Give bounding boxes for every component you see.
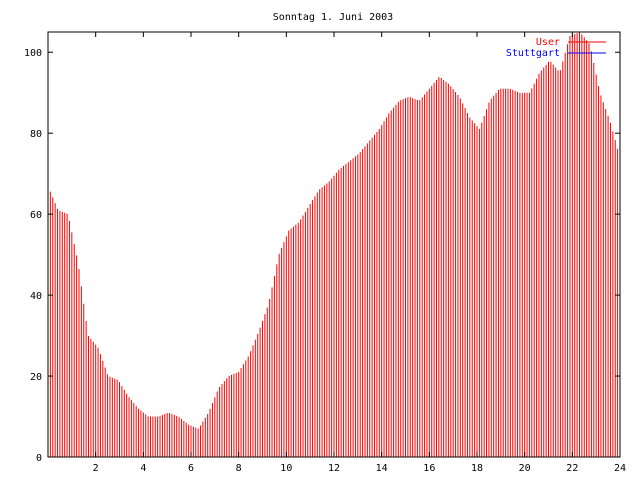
x-tick-label: 12	[328, 463, 340, 474]
y-tick-label: 40	[30, 291, 42, 302]
x-tick-label: 6	[188, 463, 194, 474]
x-tick-label: 24	[614, 463, 626, 474]
x-tick-label: 8	[236, 463, 242, 474]
bars-layer	[47, 32, 621, 457]
x-tick-label: 10	[280, 463, 292, 474]
x-tick-label: 22	[566, 463, 578, 474]
chart-title: Sonntag 1. Juni 2003	[273, 12, 393, 23]
y-tick-label: 100	[24, 48, 42, 59]
legend-label: User	[536, 37, 560, 48]
y-tick-label: 20	[30, 372, 42, 383]
x-tick-label: 4	[140, 463, 146, 474]
x-tick-label: 14	[376, 463, 388, 474]
y-tick-label: 80	[30, 129, 42, 140]
x-tick-label: 2	[93, 463, 99, 474]
legend-label: Stuttgart	[506, 48, 560, 59]
x-tick-label: 16	[423, 463, 435, 474]
y-tick-label: 0	[36, 453, 42, 464]
y-tick-label: 60	[30, 210, 42, 221]
x-tick-label: 20	[519, 463, 531, 474]
x-tick-label: 18	[471, 463, 483, 474]
